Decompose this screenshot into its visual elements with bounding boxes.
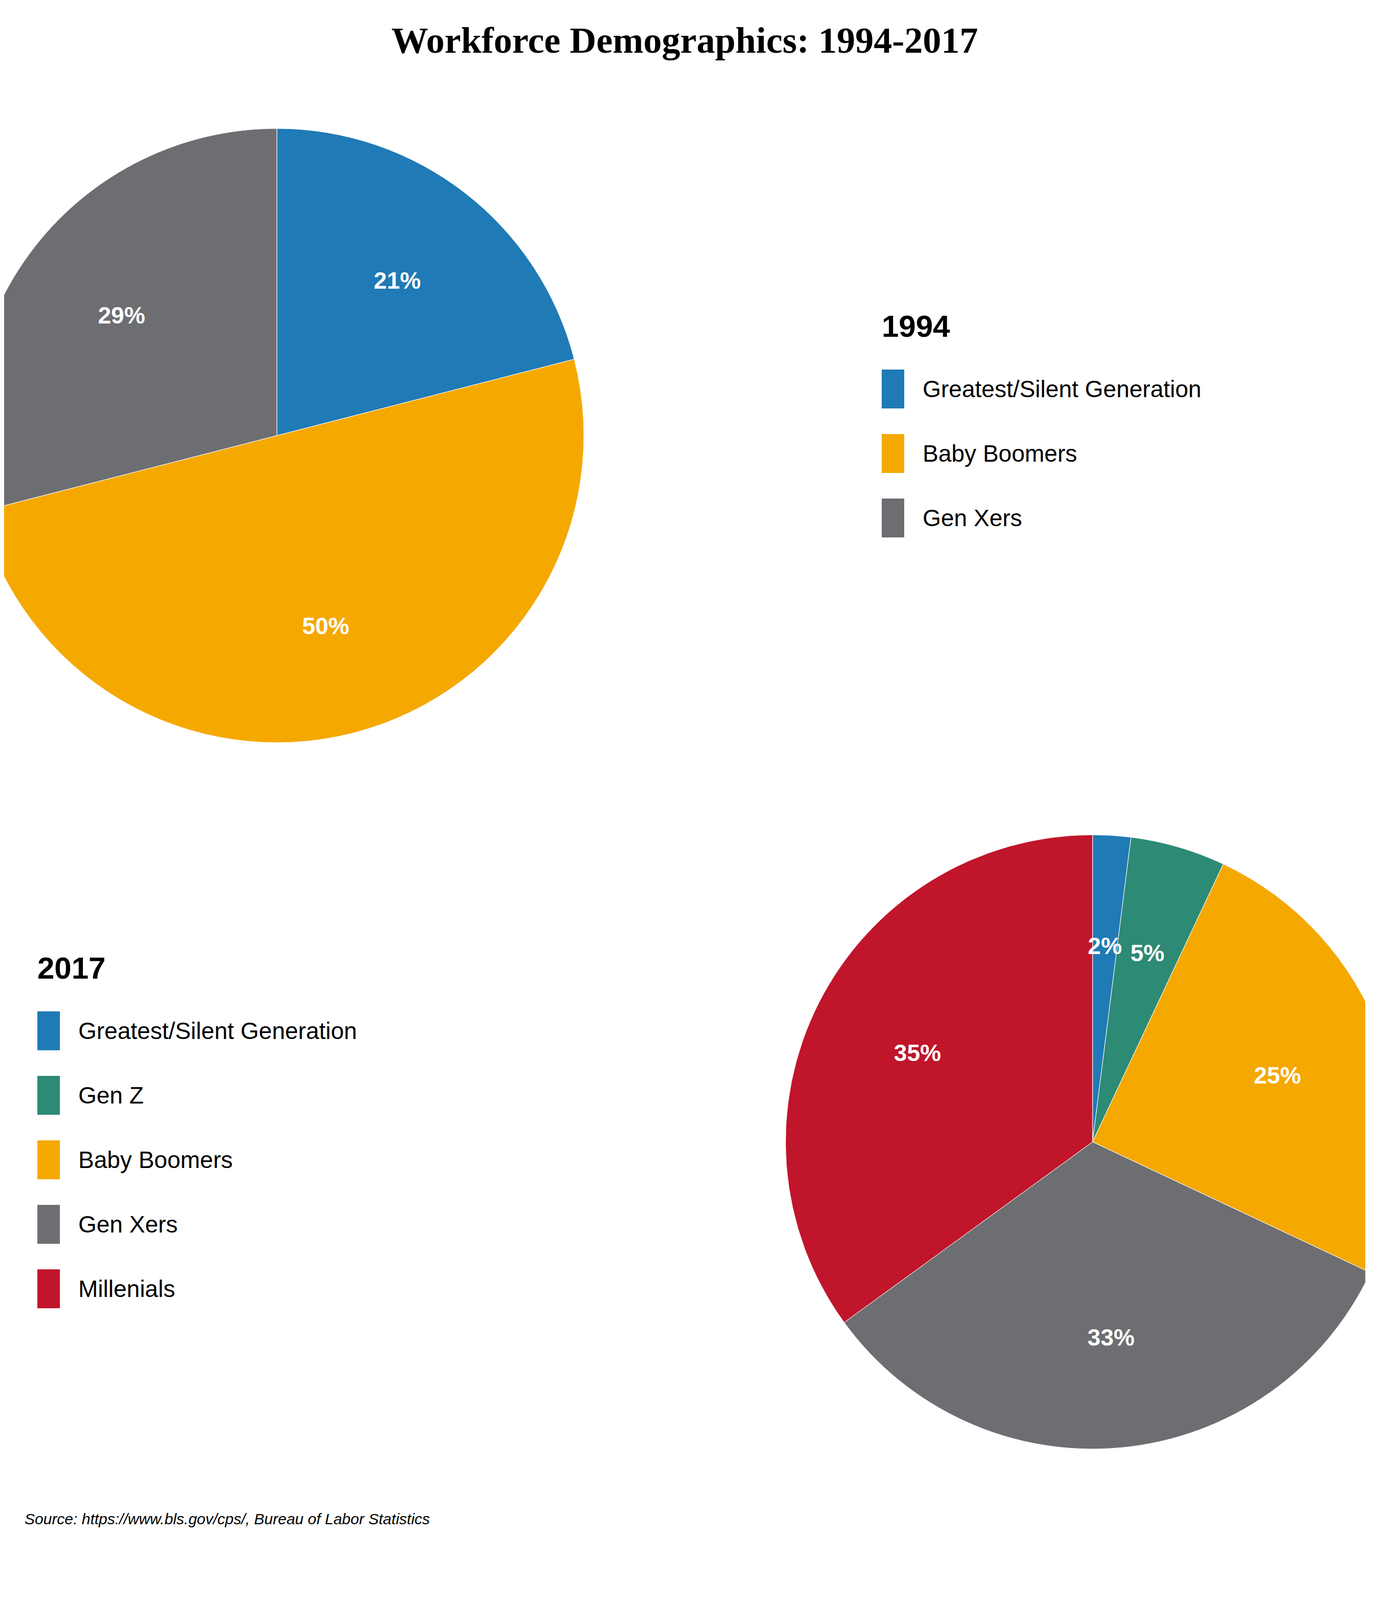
html-text:Gen Xers: Gen Xers [922, 504, 1023, 531]
svg-text:5%: 5% [1130, 939, 1165, 967]
html-text:1994: 1994 [881, 308, 951, 344]
html-text:Baby Boomers: Baby Boomers [922, 439, 1078, 467]
svg-text:25%: 25% [1253, 1061, 1301, 1089]
html-text:Gen Xers: Gen Xers [78, 1210, 178, 1238]
html-text:Source: https://www.bls.gov/cp: Source: https://www.bls.gov/cps/, Bureau… [24, 1510, 430, 1528]
html-text:2017: 2017 [37, 950, 106, 985]
html-text:Baby Boomers: Baby Boomers [78, 1146, 233, 1173]
svg-text:2%: 2% [1087, 932, 1122, 959]
html-text:Greatest/Silent Generation: Greatest/Silent Generation [922, 375, 1202, 402]
svg-text:35%: 35% [893, 1039, 942, 1066]
html-text:Millenials: Millenials [78, 1274, 176, 1302]
html-text:Gen Z: Gen Z [78, 1081, 144, 1109]
svg-text:21%: 21% [373, 267, 421, 294]
svg-text:33%: 33% [1087, 1323, 1135, 1351]
svg-text:50%: 50% [301, 612, 350, 640]
html-text:Greatest/Silent Generation: Greatest/Silent Generation [78, 1017, 357, 1044]
html-text:Workforce Demographics: 1994-2: Workforce Demographics: 1994-2017 [391, 19, 979, 61]
svg-text:29%: 29% [98, 301, 146, 329]
